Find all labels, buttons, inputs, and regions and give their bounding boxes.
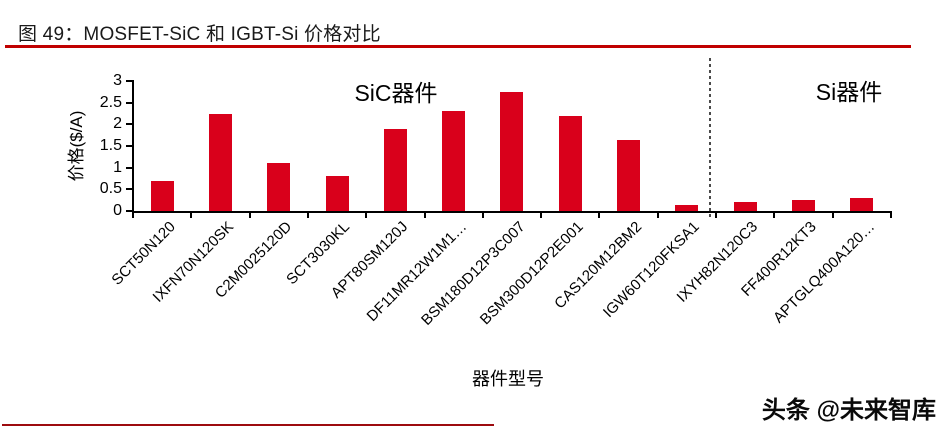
y-tick-label: 2 <box>113 115 122 133</box>
bar-SCT3030KL <box>326 176 349 211</box>
x-tick-mark <box>423 212 426 218</box>
y-tick-mark <box>126 101 132 104</box>
x-tick-mark <box>598 212 601 218</box>
y-tick-label: 1.5 <box>99 137 122 155</box>
x-category-label: BSM180D12P3C007 <box>417 218 529 329</box>
y-axis-line <box>132 80 134 212</box>
figure-title: 图 49：MOSFET-SiC 和 IGBT-Si 价格对比 <box>18 24 381 45</box>
sic-si-separator-dashed-line <box>709 58 711 219</box>
watermark: 头条 @未来智库 <box>761 397 936 424</box>
bar-IXFN70N120SK <box>209 114 232 211</box>
group-label-sic: SiC器件 <box>354 80 438 106</box>
bar-APT80SM120J <box>384 129 407 211</box>
y-tick-mark <box>126 210 132 212</box>
x-tick-mark <box>540 212 543 218</box>
bar-FF400R12KT3 <box>792 200 815 211</box>
x-tick-mark <box>773 212 776 218</box>
x-category-label: APTGLQ400A120… <box>769 218 879 327</box>
footer-rule <box>2 424 494 426</box>
y-tick-mark <box>126 188 132 191</box>
y-tick-mark <box>126 166 132 169</box>
group-label-si: Si器件 <box>815 79 883 105</box>
x-tick-mark <box>889 212 892 218</box>
bar-SCT50N120 <box>151 181 174 211</box>
x-category-label: BSM300D12P2E001 <box>476 218 587 329</box>
bar-DF11MR12W1M1… <box>442 111 465 211</box>
bar-APTGLQ400A120… <box>850 198 873 211</box>
x-tick-mark <box>190 212 193 218</box>
bar-IXYH82N120C3 <box>734 202 757 211</box>
bar-BSM300D12P2E001 <box>559 116 582 211</box>
x-axis-line <box>132 211 892 213</box>
x-tick-mark <box>656 212 659 218</box>
x-tick-mark <box>365 212 368 218</box>
y-axis-title: 价格($/A) <box>67 110 86 182</box>
y-tick-label: 0 <box>113 202 122 219</box>
title-underline-rule <box>5 45 911 48</box>
y-tick-label: 3 <box>113 72 122 90</box>
x-category-label: DF11MR12W1M1… <box>363 218 470 326</box>
x-tick-mark <box>248 212 251 218</box>
y-tick-mark <box>126 145 132 148</box>
y-tick-label: 0.5 <box>99 180 122 198</box>
y-tick-label: 2.5 <box>99 93 122 111</box>
bar-IGW60T120FKSA1 <box>675 205 698 211</box>
y-tick-mark <box>126 80 132 83</box>
y-tick-mark <box>126 123 132 126</box>
x-tick-mark <box>831 212 834 218</box>
x-tick-mark <box>715 212 717 218</box>
bar-CAS120M12BM2 <box>617 140 640 211</box>
y-tick-label: 1 <box>113 158 122 176</box>
x-tick-mark <box>132 212 134 218</box>
x-tick-mark <box>306 212 309 218</box>
x-tick-mark <box>481 212 484 218</box>
bar-C2M0025120D <box>267 163 290 211</box>
bar-BSM180D12P3C007 <box>500 92 523 211</box>
x-axis-title: 器件型号 <box>472 369 544 389</box>
